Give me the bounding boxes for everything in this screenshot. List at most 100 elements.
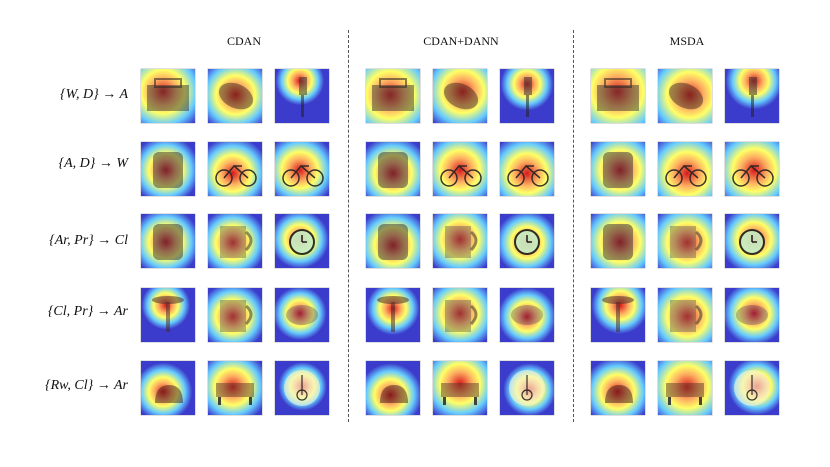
column-header-cdan: CDAN: [226, 34, 261, 48]
heatmap-thumbnail: [591, 142, 645, 196]
column-header-msda: MSDA: [669, 34, 705, 48]
kettle-icon: [366, 361, 420, 415]
heatmap-thumbnail: [658, 288, 712, 342]
heatmap-thumbnail: [658, 214, 712, 268]
heatmap-thumbnail: [275, 288, 329, 342]
mouse-icon: [433, 69, 487, 123]
blob-icon: [500, 288, 554, 342]
heatmap-thumbnail: [591, 361, 645, 415]
heatmap-thumbnail: [275, 361, 329, 415]
bike-icon: [725, 142, 779, 196]
mouse-icon: [658, 69, 712, 123]
heatmap-thumbnail: [141, 361, 195, 415]
backpack-icon: [366, 142, 420, 196]
heatmap-thumbnail: [591, 214, 645, 268]
kettle-icon: [591, 361, 645, 415]
heatmap-thumbnail: [725, 288, 779, 342]
sofa-icon: [658, 361, 712, 415]
lamp-icon: [275, 69, 329, 123]
bike-icon: [500, 142, 554, 196]
mug-icon: [433, 288, 487, 342]
heatmap-thumbnail: [141, 288, 195, 342]
backpack-icon: [591, 142, 645, 196]
heatmap-thumbnail: [366, 214, 420, 268]
heatmap-thumbnail: [500, 69, 554, 123]
bike-icon: [275, 142, 329, 196]
dashed-divider: [573, 30, 574, 422]
backpack-icon: [141, 142, 195, 196]
sofa-icon: [208, 361, 262, 415]
dashed-divider: [348, 30, 349, 422]
bag-icon: [591, 69, 645, 123]
bag-icon: [141, 69, 195, 123]
heatmap-thumbnail: [433, 142, 487, 196]
heatmap-thumbnail: [141, 69, 195, 123]
sofa-icon: [433, 361, 487, 415]
bike-plate-icon: [500, 361, 554, 415]
blob-icon: [275, 288, 329, 342]
heatmap-thumbnail: [725, 69, 779, 123]
bike-plate-icon: [275, 361, 329, 415]
heatmap-thumbnail: [366, 142, 420, 196]
mug-icon: [658, 288, 712, 342]
heatmap-thumbnail: [591, 288, 645, 342]
backpack-icon: [141, 214, 195, 268]
table-icon: [141, 288, 195, 342]
heatmap-thumbnail: [208, 69, 262, 123]
heatmap-thumbnail: [433, 361, 487, 415]
table-icon: [366, 288, 420, 342]
heatmap-thumbnail: [366, 288, 420, 342]
mug-icon: [208, 214, 262, 268]
heatmap-thumbnail: [141, 142, 195, 196]
heatmap-thumbnail: [500, 214, 554, 268]
backpack-icon: [366, 214, 420, 268]
backpack-icon: [591, 214, 645, 268]
heatmap-thumbnail: [725, 361, 779, 415]
heatmap-thumbnail: [366, 361, 420, 415]
heatmap-thumbnail: [208, 142, 262, 196]
heatmap-thumbnail: [433, 69, 487, 123]
heatmap-thumbnail: [500, 142, 554, 196]
mouse-icon: [208, 69, 262, 123]
row-label: {Ar, Pr} → Cl: [49, 233, 128, 248]
kettle-icon: [141, 361, 195, 415]
heatmap-thumbnail: [433, 214, 487, 268]
mug-icon: [208, 288, 262, 342]
lamp-icon: [500, 69, 554, 123]
heatmap-thumbnail: [658, 142, 712, 196]
bike-icon: [658, 142, 712, 196]
row-label: {A, D} → W: [58, 156, 128, 171]
heatmap-thumbnail: [275, 69, 329, 123]
lamp-icon: [725, 69, 779, 123]
bag-icon: [366, 69, 420, 123]
heatmap-thumbnail: [725, 214, 779, 268]
alarm-clock-icon: [275, 214, 329, 268]
row-label: {W, D} → A: [60, 87, 128, 102]
alarm-clock-icon: [725, 214, 779, 268]
heatmap-thumbnail: [208, 214, 262, 268]
table-icon: [591, 288, 645, 342]
heatmap-thumbnail: [658, 361, 712, 415]
heatmap-thumbnail: [208, 361, 262, 415]
mug-icon: [658, 214, 712, 268]
heatmap-thumbnail: [591, 69, 645, 123]
row-label: {Rw, Cl} → Ar: [44, 378, 128, 393]
bike-icon: [208, 142, 262, 196]
alarm-clock-icon: [500, 214, 554, 268]
heatmap-thumbnail: [141, 214, 195, 268]
bike-plate-icon: [725, 361, 779, 415]
heatmap-thumbnail: [725, 142, 779, 196]
heatmap-thumbnail: [366, 69, 420, 123]
heatmap-thumbnail: [275, 214, 329, 268]
heatmap-thumbnail: [275, 142, 329, 196]
bike-icon: [433, 142, 487, 196]
row-label: {Cl, Pr} → Ar: [47, 304, 128, 319]
heatmap-thumbnail: [658, 69, 712, 123]
heatmap-thumbnail: [433, 288, 487, 342]
heatmap-thumbnail: [500, 361, 554, 415]
column-header-cdan-dann: CDAN+DANN: [423, 34, 499, 48]
heatmap-thumbnail: [208, 288, 262, 342]
heatmap-thumbnail: [500, 288, 554, 342]
mug-icon: [433, 214, 487, 268]
blob-icon: [725, 288, 779, 342]
